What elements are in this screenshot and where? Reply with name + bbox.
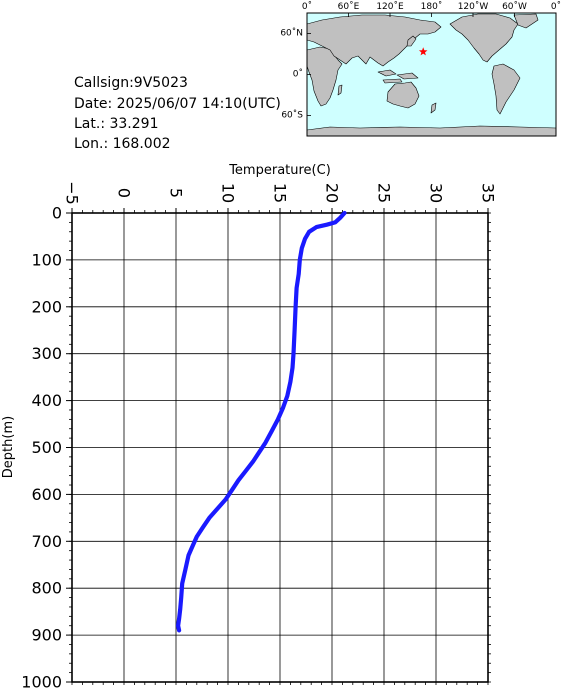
longitude-text: Lon.: 168.002 [74, 136, 171, 152]
world-map: 0˚ 60˚E 120˚E 180˚ 120˚W 60˚W 0˚ 60˚N 0˚ 60˚S [280, 1, 561, 137]
plot-frame [71, 212, 489, 683]
map-lat-label: 0˚ [293, 69, 303, 80]
y-tick-label: 500 [31, 438, 62, 457]
profile-chart: −5 0 5 10 15 20 25 30 35 01002003004005006007008… [1, 163, 498, 690]
y-tick-label: 700 [31, 532, 62, 551]
y-tick-label: 0 [52, 204, 62, 223]
x-axis-title: Temperature(C) [228, 163, 331, 178]
y-tick-labels: 0 100 200 300 400 500 600 700 800 900 1000 [21, 204, 62, 690]
y-tick-label: 600 [31, 485, 62, 504]
new-zealand [430, 102, 437, 114]
map-lon-label: 0˚ [302, 1, 312, 12]
x-tick-label: 30 [427, 183, 446, 203]
greenland [513, 13, 539, 29]
x-tick-label: 35 [479, 183, 498, 203]
map-labels: 0˚ 60˚E 120˚E 180˚ 120˚W 60˚W 0˚ 60˚N 0˚ 60˚S [280, 1, 561, 121]
x-tick-label: 25 [375, 183, 394, 203]
maritime-se-asia [377, 69, 419, 84]
y-tick-label: 100 [31, 250, 62, 269]
australia-landmass [386, 81, 420, 109]
y-tick-label: 400 [31, 391, 62, 410]
y-axis-title: Depth(m) [1, 416, 16, 478]
x-tick-label: 10 [219, 183, 238, 203]
y-tick-label: 200 [31, 297, 62, 316]
antarctica [307, 125, 556, 136]
y-tick-label: 1000 [21, 673, 62, 690]
y-tick-label: 800 [31, 579, 62, 598]
map-lon-label: 60˚E [338, 1, 360, 12]
map-lon-label: 60˚W [502, 1, 527, 12]
callsign-text: Callsign:9V5023 [74, 75, 188, 91]
station-star-icon [418, 47, 428, 56]
map-lon-label: 120˚E [376, 1, 404, 12]
madagascar [337, 84, 343, 96]
map-lon-label: 0˚ [551, 1, 561, 12]
x-tick-label: 15 [271, 183, 290, 203]
x-tick-labels: −5 0 5 10 15 20 25 30 35 [63, 181, 498, 205]
map-ticks [306, 13, 557, 116]
map-lon-label: 120˚W [458, 1, 489, 12]
chart-grid [66, 208, 489, 683]
temperature-profile-line [176, 210, 347, 633]
eurasia-landmass [307, 14, 442, 67]
station-marker [418, 47, 428, 56]
map-lat-label: 60˚S [281, 110, 303, 121]
x-tick-label: 0 [115, 188, 134, 198]
date-text: Date: 2025/06/07 14:10(UTC) [74, 96, 281, 112]
map-lon-label: 180˚ [421, 1, 443, 12]
south-america-landmass [491, 63, 521, 115]
x-tick-label: 20 [323, 183, 342, 203]
map-land [307, 13, 556, 136]
japan [406, 35, 417, 47]
y-tick-label: 300 [31, 344, 62, 363]
latitude-text: Lat.: 33.291 [74, 116, 158, 132]
map-lat-label: 60˚N [280, 28, 303, 39]
x-tick-label: −5 [63, 181, 82, 205]
north-america-landmass [449, 13, 519, 63]
station-info: Callsign:9V5023 Date: 2025/06/07 14:10(U… [74, 75, 281, 152]
x-tick-label: 5 [167, 188, 186, 198]
y-tick-label: 900 [31, 626, 62, 645]
